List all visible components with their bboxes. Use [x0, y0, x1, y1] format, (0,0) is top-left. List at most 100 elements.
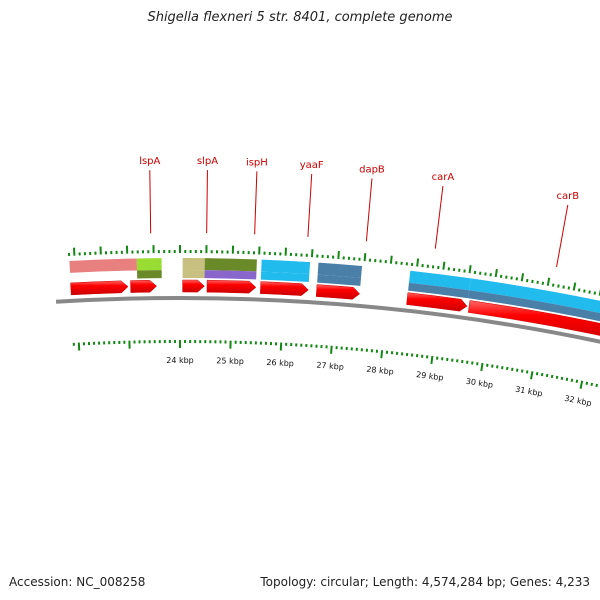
outer-tick: [389, 255, 393, 264]
inner-tick: [590, 382, 594, 387]
outer-tick: [468, 265, 472, 274]
feature-segment: [69, 258, 138, 273]
outer-tick: [531, 279, 534, 284]
gene-track: [70, 279, 600, 336]
kbp-tick-label: 28 kbp: [366, 365, 394, 377]
kbp-tick-label: 32 kbp: [564, 394, 593, 408]
outer-tick: [567, 286, 571, 290]
gene-label-leader: [206, 170, 208, 234]
gene-label-leader: [149, 170, 152, 234]
feature-segment: [137, 270, 162, 279]
gene-label-leader: [434, 185, 444, 249]
outer-tick: [337, 250, 340, 260]
kbp-tick-label: 25 kbp: [216, 356, 244, 366]
gene-label-leader: [365, 178, 373, 242]
inner-tick: [540, 372, 544, 377]
inner-tick: [516, 368, 519, 372]
inner-tick: [330, 345, 333, 354]
kbp-tick-label: 24 kbp: [166, 356, 194, 365]
outer-tick: [416, 258, 420, 267]
gene-label-lspA: lspA: [139, 156, 160, 167]
gene-arrow: [315, 284, 361, 300]
gene-arrow: [182, 279, 205, 293]
outer-tick: [363, 253, 367, 262]
gene-label-carB: carB: [557, 191, 580, 202]
map-title: Shigella flexneri 5 str. 8401, complete …: [147, 10, 453, 25]
inner-tick: [530, 371, 534, 380]
feature-segment: [469, 278, 600, 314]
outer-tick: [583, 289, 586, 293]
inner-tick: [555, 375, 559, 380]
outer-tick: [577, 288, 581, 292]
gene-arrow: [260, 281, 309, 296]
kbp-tick-label: 26 kbp: [266, 358, 294, 368]
outer-tick: [442, 261, 446, 270]
gene-label-carA: carA: [432, 172, 455, 183]
outer-tick: [562, 285, 565, 289]
inner-tick: [480, 362, 484, 372]
feature-segment: [408, 270, 471, 291]
inner-tick: [520, 369, 524, 373]
outer-tick: [588, 290, 591, 294]
genome-summary-text: Topology: circular; Length: 4,574,284 bp…: [260, 575, 590, 589]
inner-tick: [570, 378, 574, 382]
feature-segment: [204, 258, 257, 272]
gene-arrow: [130, 279, 157, 293]
outer-tick: [536, 280, 539, 284]
inner-tick: [550, 374, 554, 379]
outer-tick: [593, 291, 597, 295]
gene-label-leader: [307, 173, 313, 237]
inner-tick: [525, 370, 529, 374]
kbp-tick-label: 27 kbp: [316, 361, 344, 372]
inner-tick: [579, 380, 584, 389]
gene-label-ispH: ispH: [246, 157, 268, 168]
feature-segment: [317, 274, 362, 286]
feature-segment: [182, 258, 205, 271]
inner-tick-ring: 24 kbp 25 kbp 26 kbp 27 kbp 28 kbp 29 kbp 30 k…: [72, 340, 598, 408]
feature-segment: [260, 271, 310, 283]
feature-segment: [261, 259, 311, 275]
kbp-tick-label: 31 kbp: [515, 385, 544, 399]
outer-tick: [310, 249, 314, 258]
backbone-band: [55, 296, 600, 344]
gene-arrow: [206, 279, 257, 294]
feature-segment: [408, 282, 470, 299]
gene-arrow: [467, 300, 600, 336]
gene-label-dapB: dapB: [359, 165, 385, 176]
kbp-tick-label: 29 kbp: [416, 370, 444, 382]
gene-label-slpA: slpA: [197, 156, 218, 167]
outer-tick: [557, 284, 560, 288]
inner-tick: [585, 381, 589, 386]
inner-tick: [575, 379, 579, 383]
outer-tick: [546, 277, 551, 286]
outer-tick: [541, 281, 545, 285]
inner-tick: [535, 372, 539, 376]
gene-label-yaaF: yaaF: [300, 160, 324, 171]
gene-arrow: [406, 292, 468, 312]
inner-tick: [560, 376, 564, 381]
accession-text: Accession: NC_008258: [9, 575, 146, 589]
gene-label-leader: [254, 171, 258, 235]
inner-tick: [545, 373, 549, 378]
feature-segment: [317, 262, 363, 278]
outer-tick: [494, 268, 498, 278]
feature-tracks: [69, 258, 600, 322]
gene-arrow: [70, 280, 129, 296]
inner-tick: [430, 355, 434, 365]
gene-label-leader: [556, 204, 569, 268]
feature-segment: [136, 258, 162, 271]
feature-segment: [182, 270, 205, 279]
feature-segment: [204, 270, 257, 280]
kbp-tick-label: 30 kbp: [465, 377, 494, 390]
outer-tick-ring: [67, 245, 600, 296]
feature-segment: [468, 290, 600, 322]
gene-labels: lspA slpA ispH yaaF dapB carA carB: [139, 156, 580, 268]
outer-tick: [551, 283, 555, 287]
inner-tick: [595, 383, 598, 388]
outer-tick: [520, 273, 525, 282]
inner-tick: [380, 350, 384, 359]
inner-tick: [565, 377, 569, 381]
outer-tick: [572, 282, 577, 291]
backbone-ring: [55, 296, 600, 344]
